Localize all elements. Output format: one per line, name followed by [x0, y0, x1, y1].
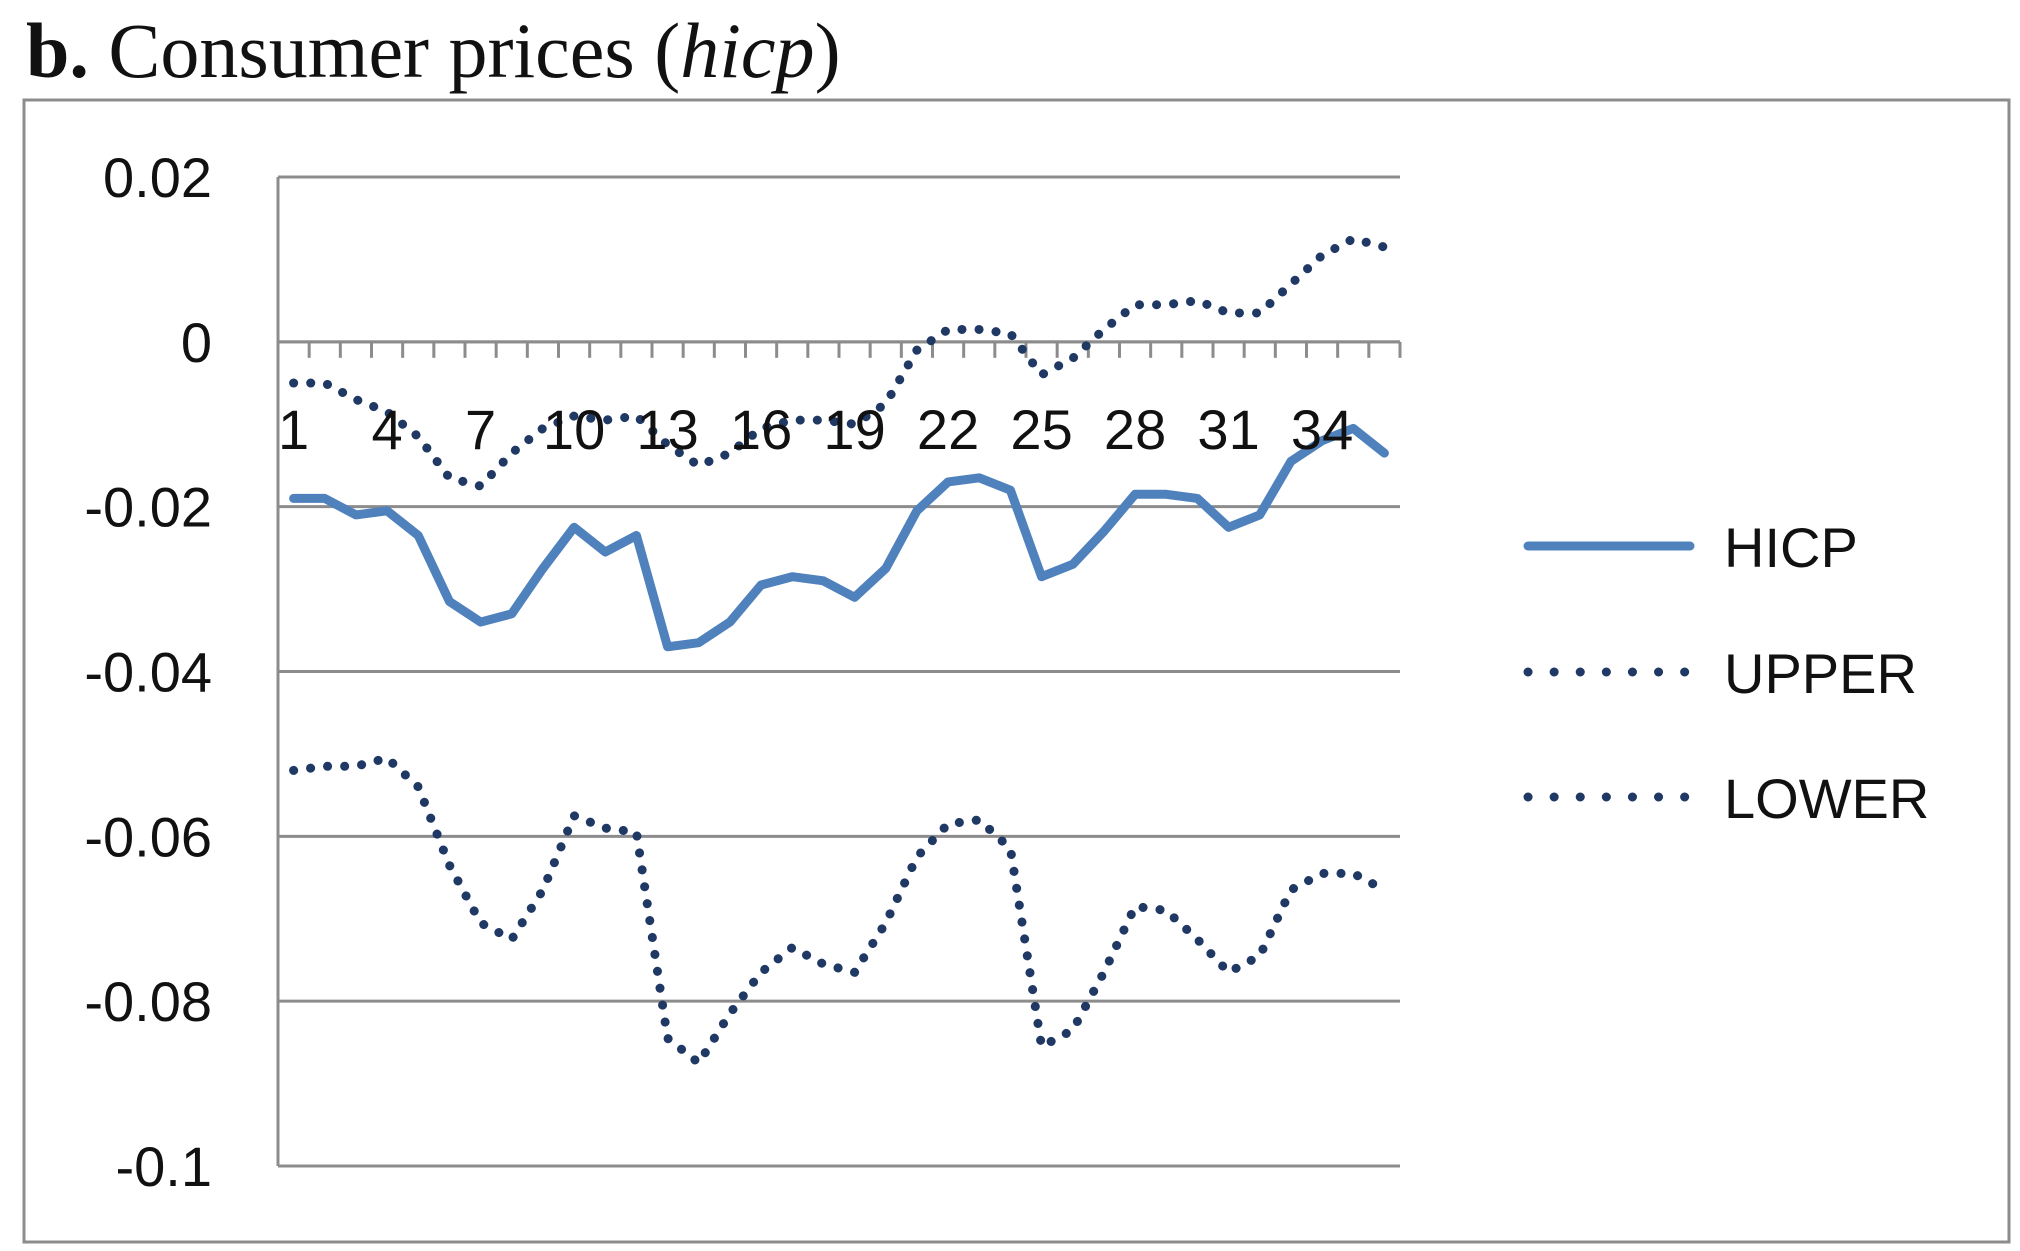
y-tick-label: 0	[181, 311, 212, 374]
x-tick-label: 25	[1010, 398, 1072, 461]
title-close: )	[814, 7, 841, 94]
series-line-lower	[289, 753, 1389, 1068]
x-tick-label: 13	[636, 398, 698, 461]
x-tick-label: 10	[543, 398, 605, 461]
title-text: Consumer prices (	[108, 7, 681, 94]
x-tick-label: 28	[1104, 398, 1166, 461]
y-tick-label: -0.06	[84, 805, 212, 868]
x-tick-label: 19	[823, 398, 885, 461]
figure-title: b. Consumer prices (hicp)	[26, 12, 841, 90]
y-tick-label: -0.04	[84, 641, 212, 704]
y-tick-label: -0.08	[84, 970, 212, 1033]
x-tick-label: 22	[917, 398, 979, 461]
x-tick-label: 7	[465, 398, 496, 461]
y-tick-label: -0.1	[116, 1135, 213, 1198]
legend-label-lower: LOWER	[1724, 767, 1929, 830]
x-tick-label: 16	[730, 398, 792, 461]
x-tick-label: 1	[278, 398, 309, 461]
y-tick-label: 0.02	[103, 146, 212, 209]
series-line-upper	[289, 234, 1389, 491]
title-variable: hicp	[680, 7, 815, 94]
series-line-hicp	[289, 423, 1389, 652]
y-tick-label: -0.02	[84, 476, 212, 539]
x-tick-label: 4	[372, 398, 403, 461]
legend-label-hicp: HICP	[1724, 516, 1858, 579]
panel-label: b.	[26, 7, 89, 94]
x-tick-label: 34	[1291, 398, 1353, 461]
legend-label-upper: UPPER	[1724, 642, 1917, 705]
x-tick-label: 31	[1197, 398, 1259, 461]
